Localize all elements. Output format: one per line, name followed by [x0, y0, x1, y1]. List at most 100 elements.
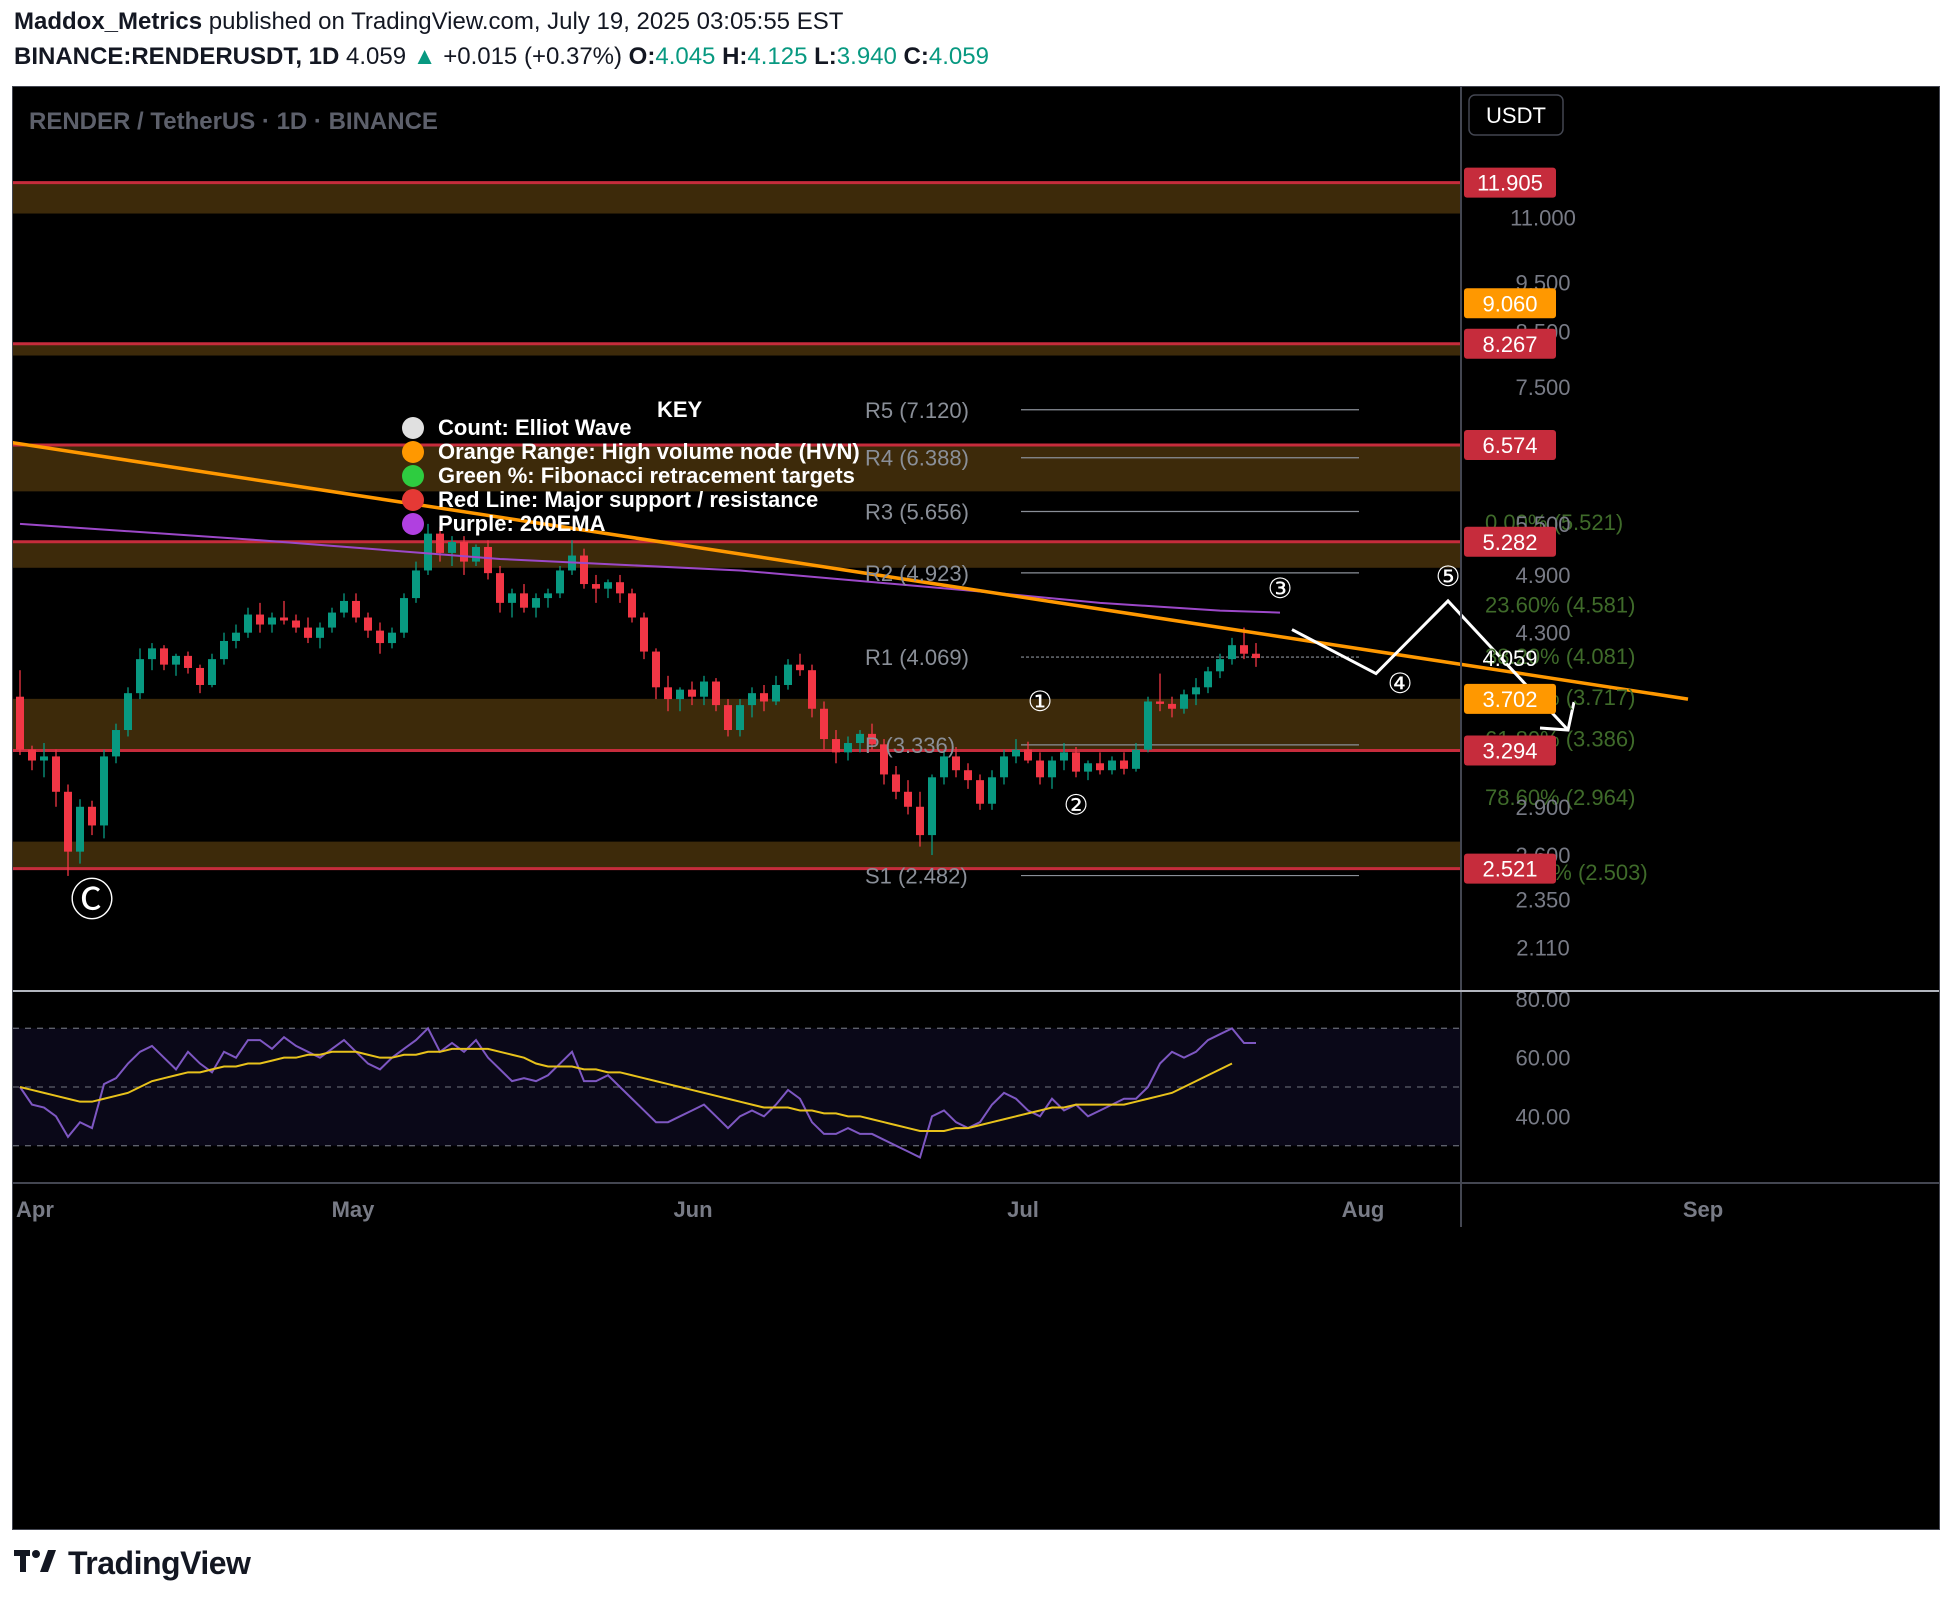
- elliott-wave-label: ②: [1063, 788, 1088, 821]
- pivot-label: S1 (2.482): [865, 864, 968, 889]
- candle-body: [16, 696, 24, 750]
- legend-marker-icon: [402, 441, 424, 463]
- chart-frame[interactable]: R5 (7.120) R4 (6.388) R3 (5.656) R2 (4.923)…: [12, 86, 1940, 1530]
- candle-body: [172, 655, 180, 665]
- candle-body: [580, 555, 588, 585]
- y-tick-label: 11.000: [1510, 206, 1576, 231]
- currency-label[interactable]: USDT: [1486, 103, 1546, 128]
- candle-body: [40, 756, 48, 761]
- y-tick-label: 2.350: [1515, 888, 1570, 913]
- candle-body: [1108, 760, 1116, 771]
- candle-body: [1180, 694, 1188, 709]
- tradingview-footer[interactable]: TradingView: [14, 1545, 251, 1582]
- candle-body: [1240, 645, 1248, 654]
- candle-body: [88, 806, 96, 826]
- candle-body: [1096, 763, 1104, 771]
- price-tag: [1464, 288, 1556, 319]
- price-tag-label: 6.574: [1482, 433, 1537, 458]
- candle-body: [964, 770, 972, 781]
- symbol-line: BINANCE:RENDERUSDT, 1D 4.059 ▲ +0.015 (+…: [14, 43, 989, 71]
- rsi-tick-label: 60.00: [1515, 1046, 1570, 1071]
- x-tick-label: Sep: [1683, 1197, 1723, 1222]
- candle-body: [448, 541, 456, 553]
- candle-body: [328, 612, 336, 628]
- candle-body: [664, 687, 672, 700]
- legend-item-label: Orange Range: High volume node (HVN): [438, 439, 860, 464]
- candle-body: [844, 743, 852, 753]
- projection-arrowhead-icon: [1539, 701, 1576, 732]
- candle-body: [1204, 671, 1212, 688]
- open-label: O:: [628, 43, 656, 70]
- hvn-zone: [13, 182, 1461, 214]
- candle-body: [484, 546, 492, 574]
- candle-body: [1228, 645, 1236, 660]
- candle-body: [928, 777, 936, 836]
- candle-body: [316, 627, 324, 638]
- publish-line: Maddox_Metrics published on TradingView.…: [14, 8, 843, 36]
- candle-body: [772, 684, 780, 702]
- pivot-label: R5 (7.120): [865, 398, 969, 423]
- legend-marker-icon: [402, 465, 424, 487]
- candle-body: [856, 733, 864, 744]
- candle-body: [520, 593, 528, 608]
- candle-body: [196, 667, 204, 685]
- candle-body: [436, 533, 444, 553]
- candle-body: [880, 744, 888, 775]
- y-tick-label: 2.900: [1515, 795, 1570, 820]
- candle-body: [904, 791, 912, 807]
- price-tag: [1464, 526, 1556, 557]
- candle-body: [1120, 760, 1128, 769]
- candle-body: [304, 627, 312, 638]
- candle-body: [148, 648, 156, 660]
- candle-body: [28, 749, 36, 761]
- candle-body: [364, 617, 372, 631]
- candle-body: [760, 693, 768, 702]
- candle-body: [184, 655, 192, 668]
- elliott-wave-label: Ⓒ: [70, 875, 114, 926]
- price-tag-label: 3.702: [1482, 687, 1537, 712]
- legend-item-label: Red Line: Major support / resistance: [438, 487, 818, 512]
- candle-body: [1048, 760, 1056, 778]
- candle-body: [1060, 752, 1068, 761]
- projection-path: [1291, 598, 1570, 732]
- pivot-label: R4 (6.388): [865, 446, 969, 471]
- pivot-label: R3 (5.656): [865, 500, 969, 525]
- low-label: L:: [814, 43, 837, 70]
- x-tick-label: Jun: [673, 1197, 712, 1222]
- tv-logo-icon: [14, 1545, 58, 1582]
- last-price: 4.059: [346, 43, 407, 70]
- price-tag: [1464, 430, 1556, 461]
- x-tick-label: Jul: [1007, 1197, 1039, 1222]
- legend-marker-icon: [402, 513, 424, 535]
- candle-body: [136, 659, 144, 694]
- candle-body: [1012, 749, 1020, 757]
- chart-canvas[interactable]: R5 (7.120) R4 (6.388) R3 (5.656) R2 (4.923)…: [13, 87, 1939, 1529]
- low-value: 3.940: [836, 43, 897, 70]
- candle-body: [676, 689, 684, 700]
- pivot-label: R1 (4.069): [865, 645, 969, 670]
- legend-item-label: Count: Elliot Wave: [438, 415, 632, 440]
- y-tick-label: 7.500: [1515, 375, 1570, 400]
- candle-body: [832, 739, 840, 753]
- candle-body: [808, 670, 816, 709]
- author-name[interactable]: Maddox_Metrics: [14, 8, 203, 35]
- legend-item-label: Purple: 200EMA: [438, 511, 606, 536]
- candle-body: [76, 806, 84, 852]
- rsi-line: [19, 1026, 1256, 1159]
- candle-body: [628, 593, 636, 618]
- candle-body: [388, 632, 396, 644]
- candle-body: [52, 756, 60, 792]
- candle-body: [784, 664, 792, 685]
- currency-button[interactable]: [1468, 94, 1564, 136]
- candle-body: [544, 593, 552, 599]
- candle-body: [352, 600, 360, 618]
- candle-body: [376, 630, 384, 644]
- open-value: 4.045: [655, 43, 716, 70]
- candle-body: [616, 582, 624, 594]
- price-tag-label: 2.521: [1482, 857, 1537, 882]
- price-tag: [1464, 167, 1556, 198]
- candle-body: [1132, 749, 1140, 769]
- price-tag-label: 11.905: [1477, 171, 1543, 196]
- candle-body: [160, 648, 168, 665]
- change-arrow-icon: ▲: [412, 43, 437, 70]
